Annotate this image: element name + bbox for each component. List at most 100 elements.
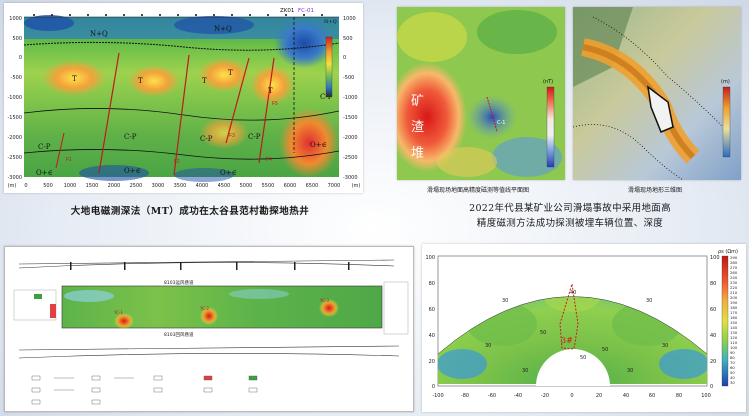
terrain-colorbar — [722, 86, 731, 158]
half-colorbar-ticks: 290 280 270 260 240 230 220 210 200 190 … — [730, 255, 738, 385]
svg-text:1500: 1500 — [86, 183, 99, 189]
terrain-3d-panel: (m) — [573, 7, 741, 180]
svg-text:4500: 4500 — [218, 183, 231, 189]
zone-label: N+Q — [324, 19, 337, 25]
contour-label: 30 — [662, 343, 668, 349]
mag-caption-line1: 2022年代县某矿业公司滑塌事故中采用地面高 — [469, 203, 671, 214]
svg-text:100: 100 — [730, 345, 738, 350]
y-axis-left: 100 80 60 40 20 0 — [425, 255, 435, 390]
svg-text:6000: 6000 — [284, 183, 297, 189]
terrain-unit: (m) — [721, 79, 730, 85]
contour-label: 30 — [502, 298, 508, 304]
svg-text:-3000: -3000 — [343, 175, 358, 181]
svg-text:60: 60 — [429, 307, 435, 313]
svg-text:280: 280 — [730, 260, 738, 265]
contour-label: 40 — [570, 290, 576, 296]
svg-text:30: 30 — [730, 380, 735, 385]
terrain-caption: 滑塌现场地形三维图 — [627, 187, 682, 194]
svg-text:20: 20 — [596, 393, 602, 399]
svg-text:-40: -40 — [514, 393, 522, 399]
zone-3-outline — [559, 283, 579, 350]
svg-text:-2500: -2500 — [7, 155, 22, 161]
svg-text:160: 160 — [730, 315, 738, 320]
svg-text:500: 500 — [12, 36, 22, 42]
lower-tunnel-label: 8103回风巷道 — [164, 331, 194, 338]
slag-label: 堆 — [411, 146, 424, 161]
svg-text:0: 0 — [19, 55, 22, 61]
slide-zone — [646, 85, 674, 133]
mag-caption-line2: 精度磁测方法成功探测被埋车辆位置、深度 — [476, 218, 664, 229]
fault-label: F1 — [66, 157, 72, 163]
zone-label: C-P — [124, 133, 137, 141]
svg-text:0: 0 — [570, 393, 573, 399]
svg-text:80: 80 — [429, 281, 435, 287]
x-axis: -100 -80 -60 -40 -20 0 20 40 60 80 100 — [432, 393, 710, 399]
zone-label: T — [138, 77, 143, 85]
point-label: C-1 — [497, 120, 505, 126]
legend — [31, 375, 258, 405]
svg-text:-500: -500 — [11, 75, 22, 81]
svg-text:40: 40 — [710, 333, 716, 339]
svg-text:60: 60 — [730, 365, 735, 370]
svg-text:100: 100 — [425, 255, 435, 261]
zone-label: C-P — [200, 135, 213, 143]
anomaly-label: YC-1 — [113, 310, 123, 315]
tunnel-survey-panel: 8103运风巷道 8103回风巷道 YC-1 YC-2 YC-3 — [4, 246, 414, 412]
svg-text:290: 290 — [730, 255, 738, 260]
zone-label: O+∈ — [36, 169, 53, 177]
svg-text:-1500: -1500 — [343, 115, 358, 121]
zone-label: O+∈ — [124, 167, 141, 175]
svg-text:4000: 4000 — [196, 183, 209, 189]
svg-text:60: 60 — [649, 393, 655, 399]
mt-colorbar — [325, 36, 333, 98]
svg-text:5500: 5500 — [262, 183, 275, 189]
svg-text:90: 90 — [730, 350, 735, 355]
svg-text:60: 60 — [710, 307, 716, 313]
y-axis-right: 100 80 60 40 20 0 — [710, 255, 720, 390]
svg-text:200: 200 — [730, 295, 738, 300]
svg-text:500: 500 — [343, 36, 353, 42]
svg-text:-1000: -1000 — [343, 95, 358, 101]
contour-label: 30 — [646, 298, 652, 304]
fault-line — [55, 132, 65, 169]
borehole-label-b: FC-01 — [298, 8, 314, 14]
contour-label: 30 — [522, 368, 528, 374]
svg-text:0: 0 — [432, 384, 435, 390]
upper-tunnel-label: 8103运风巷道 — [164, 279, 194, 286]
svg-text:180: 180 — [730, 305, 738, 310]
svg-text:80: 80 — [710, 281, 716, 287]
fault-label: F5 — [272, 101, 278, 107]
svg-text:40: 40 — [730, 375, 735, 380]
fault-label: F2 — [174, 159, 180, 165]
zone-label: N+Q — [214, 25, 232, 33]
svg-text:80: 80 — [730, 355, 735, 360]
slag-label: 渣 — [411, 120, 424, 135]
half-colorbar — [721, 255, 729, 387]
svg-text:0: 0 — [343, 55, 346, 61]
mag-unit: (nT) — [543, 79, 553, 85]
svg-text:40: 40 — [429, 333, 435, 339]
svg-text:40: 40 — [623, 393, 629, 399]
mag-contour-caption: 滑塌现场地面高精度磁测等值线平面图 — [426, 187, 529, 194]
svg-text:-500: -500 — [343, 75, 354, 81]
svg-text:100: 100 — [710, 255, 720, 261]
svg-text:-2000: -2000 — [343, 135, 358, 141]
svg-text:260: 260 — [730, 270, 738, 275]
svg-text:-2500: -2500 — [343, 155, 358, 161]
zone-label: N+Q — [90, 30, 108, 38]
svg-text:-1500: -1500 — [7, 115, 22, 121]
svg-text:190: 190 — [730, 300, 738, 305]
svg-text:220: 220 — [730, 285, 738, 290]
svg-text:-80: -80 — [461, 393, 469, 399]
svg-text:(m): (m) — [8, 183, 17, 189]
zone-label: T — [228, 69, 233, 77]
zone-label: O+∈ — [220, 169, 237, 177]
fault-label: F4 — [266, 157, 272, 163]
slag-label: 矿 — [411, 94, 424, 109]
svg-text:240: 240 — [730, 275, 738, 280]
svg-text:70: 70 — [730, 360, 735, 365]
zone-label: T — [268, 87, 273, 95]
svg-text:1000: 1000 — [9, 16, 22, 22]
station-markers — [33, 14, 323, 16]
fault-line — [225, 57, 250, 144]
